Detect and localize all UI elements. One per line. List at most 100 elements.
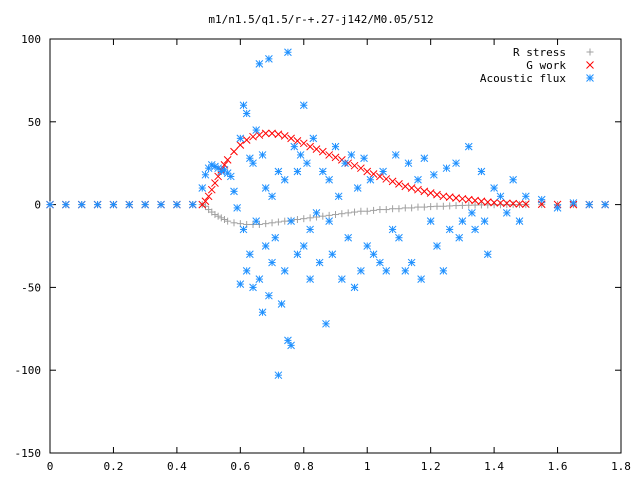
legend-marker bbox=[586, 48, 594, 56]
data-point bbox=[93, 200, 102, 209]
data-point bbox=[220, 216, 228, 224]
data-point bbox=[262, 220, 270, 228]
data-point bbox=[274, 218, 282, 226]
data-point bbox=[379, 167, 387, 176]
data-point bbox=[366, 175, 375, 184]
data-point bbox=[471, 196, 479, 205]
data-point bbox=[268, 219, 276, 227]
data-point bbox=[490, 184, 498, 192]
data-point bbox=[265, 55, 273, 63]
data-point bbox=[445, 193, 454, 202]
data-point bbox=[363, 242, 372, 250]
data-point bbox=[296, 151, 305, 159]
data-point bbox=[433, 190, 441, 199]
data-point bbox=[325, 151, 334, 159]
legend-marker bbox=[586, 74, 594, 82]
data-point bbox=[420, 187, 429, 196]
data-point bbox=[198, 184, 207, 192]
data-point bbox=[252, 126, 261, 134]
data-point bbox=[490, 198, 498, 207]
data-point bbox=[204, 192, 213, 201]
data-point bbox=[109, 200, 118, 209]
data-point bbox=[188, 200, 197, 209]
data-point bbox=[363, 167, 372, 176]
data-point bbox=[360, 154, 368, 163]
data-point bbox=[280, 266, 289, 275]
data-point bbox=[464, 142, 473, 151]
data-point bbox=[404, 159, 413, 168]
data-point bbox=[236, 141, 245, 149]
data-point bbox=[455, 233, 464, 242]
data-point bbox=[224, 217, 232, 225]
x-tick-label: 0.6 bbox=[230, 460, 250, 473]
data-point bbox=[293, 136, 302, 145]
data-point bbox=[515, 200, 524, 208]
legend-marker bbox=[586, 61, 594, 69]
data-point bbox=[439, 266, 448, 275]
data-point bbox=[369, 250, 378, 259]
data-point bbox=[483, 198, 492, 206]
data-point bbox=[249, 283, 257, 292]
data-point bbox=[509, 201, 517, 209]
data-point bbox=[417, 275, 426, 283]
data-point bbox=[173, 200, 181, 209]
x-tick-label: 0.4 bbox=[167, 460, 187, 473]
data-point bbox=[350, 161, 359, 170]
data-point bbox=[287, 341, 295, 350]
data-point bbox=[207, 161, 216, 169]
data-point bbox=[382, 266, 391, 275]
data-point bbox=[306, 225, 314, 234]
data-point bbox=[322, 319, 330, 328]
data-point bbox=[293, 250, 302, 259]
y-tick-label: -150 bbox=[15, 447, 42, 460]
y-tick-label: -50 bbox=[21, 281, 41, 294]
data-point bbox=[414, 203, 422, 211]
data-point bbox=[537, 195, 546, 204]
data-point bbox=[458, 217, 467, 226]
data-point bbox=[395, 205, 403, 213]
data-point bbox=[382, 206, 390, 214]
data-point bbox=[290, 142, 299, 151]
data-point bbox=[433, 242, 441, 250]
data-point bbox=[300, 215, 308, 223]
data-point bbox=[242, 136, 251, 144]
data-point bbox=[439, 202, 447, 210]
data-point bbox=[299, 139, 308, 148]
data-point bbox=[452, 202, 460, 210]
data-point bbox=[471, 225, 479, 234]
data-point bbox=[242, 109, 251, 118]
data-point bbox=[569, 199, 578, 207]
data-point bbox=[284, 48, 292, 57]
data-point bbox=[464, 195, 473, 204]
data-point bbox=[370, 206, 378, 214]
data-point bbox=[293, 216, 301, 224]
data-point bbox=[439, 192, 448, 201]
chart-title: m1/n1.5/q1.5/r-+.27-j142/M0.05/512 bbox=[208, 13, 433, 26]
data-point bbox=[347, 151, 356, 159]
data-point bbox=[125, 200, 134, 209]
data-point bbox=[452, 194, 460, 202]
data-point bbox=[496, 199, 505, 207]
data-point bbox=[388, 225, 397, 234]
data-point bbox=[442, 164, 451, 173]
data-point bbox=[271, 233, 280, 242]
data-point bbox=[217, 214, 225, 222]
data-point bbox=[414, 185, 422, 194]
data-point bbox=[452, 159, 460, 168]
data-point bbox=[407, 258, 416, 267]
x-tick-label: 1.4 bbox=[484, 460, 504, 473]
data-point bbox=[265, 291, 273, 300]
data-point bbox=[427, 203, 435, 211]
data-point bbox=[261, 242, 270, 250]
data-point bbox=[331, 142, 340, 151]
data-point bbox=[357, 164, 365, 173]
data-point bbox=[376, 172, 384, 181]
y-tick-label: 50 bbox=[28, 116, 41, 129]
data-point bbox=[268, 192, 276, 201]
data-point bbox=[252, 217, 261, 226]
data-point bbox=[407, 184, 416, 192]
data-point bbox=[306, 214, 314, 222]
data-point bbox=[477, 167, 486, 176]
